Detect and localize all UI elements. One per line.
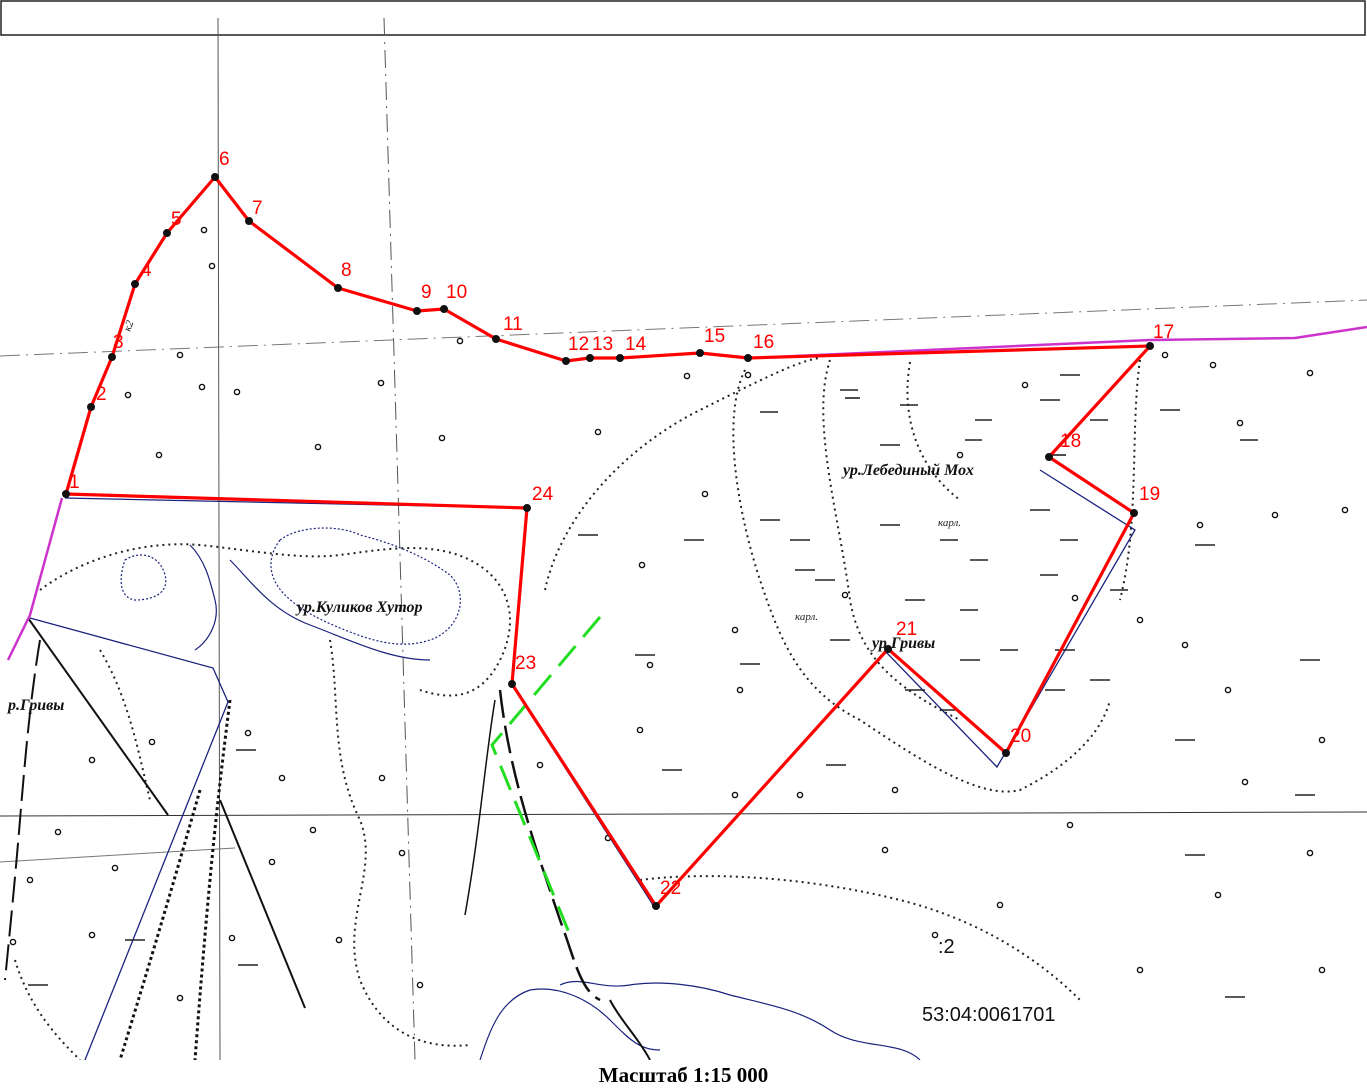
point-label-23: 23 — [515, 653, 536, 674]
point-label-4: 4 — [141, 260, 152, 281]
point-label-22: 22 — [660, 878, 681, 899]
point-labels: 1 2 3 4 5 6 7 8 9 10 11 12 13 14 15 16 1… — [69, 149, 1174, 899]
parcel-lines — [29, 469, 1136, 1060]
point-label-1: 1 — [69, 472, 80, 493]
point-label-21: 21 — [896, 619, 917, 640]
swamp-outlines — [14, 357, 1141, 1060]
point-label-2: 2 — [96, 384, 107, 405]
ditch-label: к2 — [122, 318, 137, 333]
point-label-14: 14 — [625, 334, 647, 355]
contour-lines — [120, 527, 921, 1060]
point-label-13: 13 — [592, 334, 613, 355]
place-label-kulikov: ур.Куликов Хутор — [295, 599, 423, 616]
grid-lines — [0, 17, 1367, 1060]
cadastral-number: 53:04:0061701 — [922, 1004, 1055, 1026]
point-label-7: 7 — [252, 198, 263, 219]
point-label-3: 3 — [113, 332, 124, 353]
place-label-karl-1: карл. — [938, 517, 961, 529]
point-label-19: 19 — [1139, 484, 1160, 505]
neighbor-boundary — [6, 325, 1367, 661]
point-label-6: 6 — [219, 149, 230, 170]
point-label-24: 24 — [532, 484, 554, 505]
place-label-lebediny: ур.Лебединый Мох — [841, 462, 974, 479]
swamp-hatching — [28, 374, 1320, 998]
road-lines — [4, 617, 651, 1060]
boundary-vertices — [62, 173, 1154, 910]
scale-caption: Масштаб 1:15 000 — [598, 1063, 769, 1087]
point-label-5: 5 — [171, 209, 182, 230]
point-label-18: 18 — [1060, 431, 1081, 452]
place-label-karl-2: карл. — [795, 611, 818, 623]
point-label-20: 20 — [1010, 726, 1031, 747]
point-label-16: 16 — [753, 332, 774, 353]
header-box — [0, 0, 1366, 36]
point-label-10: 10 — [446, 282, 467, 303]
proposed-route — [490, 616, 602, 936]
point-label-9: 9 — [421, 282, 432, 303]
point-label-8: 8 — [341, 260, 352, 281]
place-label-grivy-left: р.Гривы — [6, 697, 64, 714]
map-canvas: 1 2 3 4 5 6 7 8 9 10 11 12 13 14 15 16 1… — [0, 0, 1367, 1060]
point-label-15: 15 — [704, 326, 725, 347]
point-label-17: 17 — [1153, 322, 1174, 343]
point-label-11: 11 — [503, 314, 523, 335]
map-symbols — [9, 226, 1349, 1002]
parcel-boundary — [64, 175, 1152, 908]
plot-number: :2 — [938, 936, 955, 958]
place-label-grivy: ур.Гривы — [870, 635, 935, 652]
point-label-12: 12 — [568, 334, 589, 355]
